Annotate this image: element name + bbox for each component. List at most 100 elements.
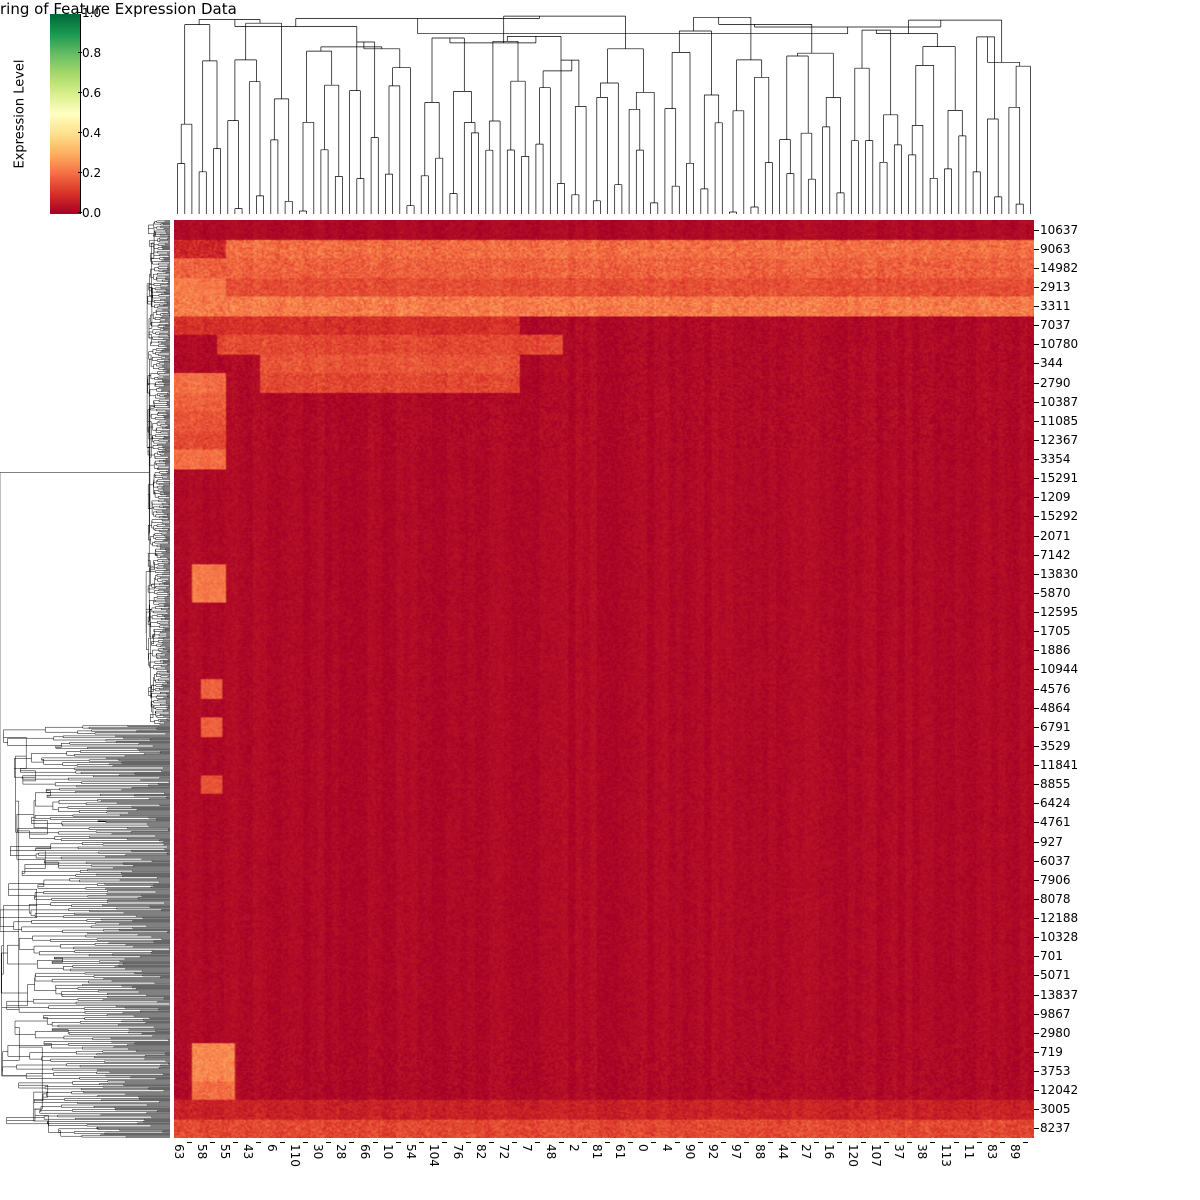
x-tick-label: 43 xyxy=(241,1144,255,1159)
y-tick-label: 1705 xyxy=(1040,624,1071,638)
y-tick-label: 10328 xyxy=(1040,930,1078,944)
colorbar-gradient xyxy=(50,14,81,214)
x-tick-label: 110 xyxy=(288,1144,302,1167)
y-tick-label: 10780 xyxy=(1040,337,1078,351)
x-tick-label: 6 xyxy=(265,1144,279,1152)
x-tick-label: 55 xyxy=(218,1144,232,1159)
y-tick-label: 10387 xyxy=(1040,395,1078,409)
y-tick-label: 8078 xyxy=(1040,892,1071,906)
y-tick-label: 3005 xyxy=(1040,1102,1071,1116)
x-tick-label: 27 xyxy=(799,1144,813,1159)
x-tick-label: 0 xyxy=(636,1144,650,1152)
y-tick-label: 8855 xyxy=(1040,777,1071,791)
colorbar: 0.00.20.40.60.81.0 Expression Level xyxy=(30,14,130,214)
x-tick-label: 92 xyxy=(706,1144,720,1159)
x-tick-label: 48 xyxy=(544,1144,558,1159)
x-tick-label: 104 xyxy=(427,1144,441,1167)
y-tick-label: 12042 xyxy=(1040,1083,1078,1097)
x-tick-label: 2 xyxy=(567,1144,581,1152)
y-tick-label: 11841 xyxy=(1040,758,1078,772)
y-tick-label: 3753 xyxy=(1040,1064,1071,1078)
y-tick-label: 10637 xyxy=(1040,223,1078,237)
y-tick-label: 11085 xyxy=(1040,414,1078,428)
y-tick-label: 2980 xyxy=(1040,1026,1071,1040)
x-tick-label: 58 xyxy=(195,1144,209,1159)
y-tick-label: 701 xyxy=(1040,949,1063,963)
y-tick-label: 6037 xyxy=(1040,854,1071,868)
y-tick-label: 7142 xyxy=(1040,548,1071,562)
x-tick-label: 63 xyxy=(172,1144,186,1159)
y-tick-label: 15291 xyxy=(1040,471,1078,485)
x-tick-label: 88 xyxy=(753,1144,767,1159)
x-tick-label: 7 xyxy=(520,1144,534,1152)
y-tick-label: 8237 xyxy=(1040,1121,1071,1135)
y-tick-label: 3354 xyxy=(1040,452,1071,466)
colorbar-label: Expression Level xyxy=(13,59,28,168)
x-tick-label: 90 xyxy=(683,1144,697,1159)
x-tick-label: 11 xyxy=(962,1144,976,1159)
y-tick-label: 2913 xyxy=(1040,280,1071,294)
y-tick-label: 719 xyxy=(1040,1045,1063,1059)
x-tick-label: 89 xyxy=(1008,1144,1022,1159)
y-tick-label: 2790 xyxy=(1040,376,1071,390)
x-tick-label: 44 xyxy=(776,1144,790,1159)
x-tick-label: 83 xyxy=(985,1144,999,1159)
x-tick-label: 82 xyxy=(474,1144,488,1159)
x-tick-label: 76 xyxy=(451,1144,465,1159)
x-tick-label: 113 xyxy=(939,1144,953,1167)
colorbar-tick: 0.2 xyxy=(82,166,101,180)
x-tick-label: 120 xyxy=(846,1144,860,1167)
y-tick-label: 12595 xyxy=(1040,605,1078,619)
y-tick-label: 3529 xyxy=(1040,739,1071,753)
y-tick-label: 1209 xyxy=(1040,490,1071,504)
y-tick-label: 4864 xyxy=(1040,701,1071,715)
y-tick-label: 9867 xyxy=(1040,1007,1071,1021)
x-tick-label: 66 xyxy=(358,1144,372,1159)
x-tick-label: 30 xyxy=(311,1144,325,1159)
heatmap xyxy=(174,220,1034,1138)
y-tick-label: 927 xyxy=(1040,835,1063,849)
x-tick-label: 54 xyxy=(404,1144,418,1159)
y-tick-label: 13837 xyxy=(1040,988,1078,1002)
x-tick-label: 81 xyxy=(590,1144,604,1159)
column-dendrogram-svg xyxy=(174,14,1034,214)
colorbar-tick: 0.4 xyxy=(82,126,101,140)
y-tick-label: 9063 xyxy=(1040,242,1071,256)
row-dendrogram xyxy=(0,220,170,1138)
y-tick-label: 6424 xyxy=(1040,796,1071,810)
x-tick-label: 10 xyxy=(381,1144,395,1159)
x-tick-label: 4 xyxy=(660,1144,674,1152)
colorbar-tick: 0.8 xyxy=(82,46,101,60)
y-tick-label: 14982 xyxy=(1040,261,1078,275)
clustermap-figure: ring of Feature Expression Data 0.00.20.… xyxy=(0,0,1200,1200)
colorbar-tick: 0.0 xyxy=(82,206,101,220)
y-tick-label: 5071 xyxy=(1040,968,1071,982)
y-tick-label: 12188 xyxy=(1040,911,1078,925)
y-tick-label: 3311 xyxy=(1040,299,1071,313)
y-tick-label: 4761 xyxy=(1040,815,1071,829)
x-tick-label: 107 xyxy=(869,1144,883,1167)
colorbar-tick: 1.0 xyxy=(82,6,101,20)
column-dendrogram xyxy=(174,14,1034,214)
y-tick-label: 10944 xyxy=(1040,662,1078,676)
y-tick-label: 12367 xyxy=(1040,433,1078,447)
y-tick-label: 344 xyxy=(1040,356,1063,370)
y-tick-label: 4576 xyxy=(1040,682,1071,696)
x-tick-label: 28 xyxy=(334,1144,348,1159)
y-tick-label: 7037 xyxy=(1040,318,1071,332)
x-tick-label: 38 xyxy=(915,1144,929,1159)
x-tick-label: 61 xyxy=(613,1144,627,1159)
heatmap-canvas xyxy=(174,220,1034,1138)
y-tick-label: 2071 xyxy=(1040,529,1071,543)
x-tick-label: 37 xyxy=(892,1144,906,1159)
y-tick-label: 6791 xyxy=(1040,720,1071,734)
row-dendrogram-svg xyxy=(0,220,170,1138)
y-tick-label: 5870 xyxy=(1040,586,1071,600)
x-tick-label: 72 xyxy=(497,1144,511,1159)
colorbar-tick: 0.6 xyxy=(82,86,101,100)
x-tick-label: 16 xyxy=(822,1144,836,1159)
y-tick-label: 7906 xyxy=(1040,873,1071,887)
y-tick-label: 13830 xyxy=(1040,567,1078,581)
x-tick-label: 97 xyxy=(729,1144,743,1159)
y-tick-label: 15292 xyxy=(1040,509,1078,523)
